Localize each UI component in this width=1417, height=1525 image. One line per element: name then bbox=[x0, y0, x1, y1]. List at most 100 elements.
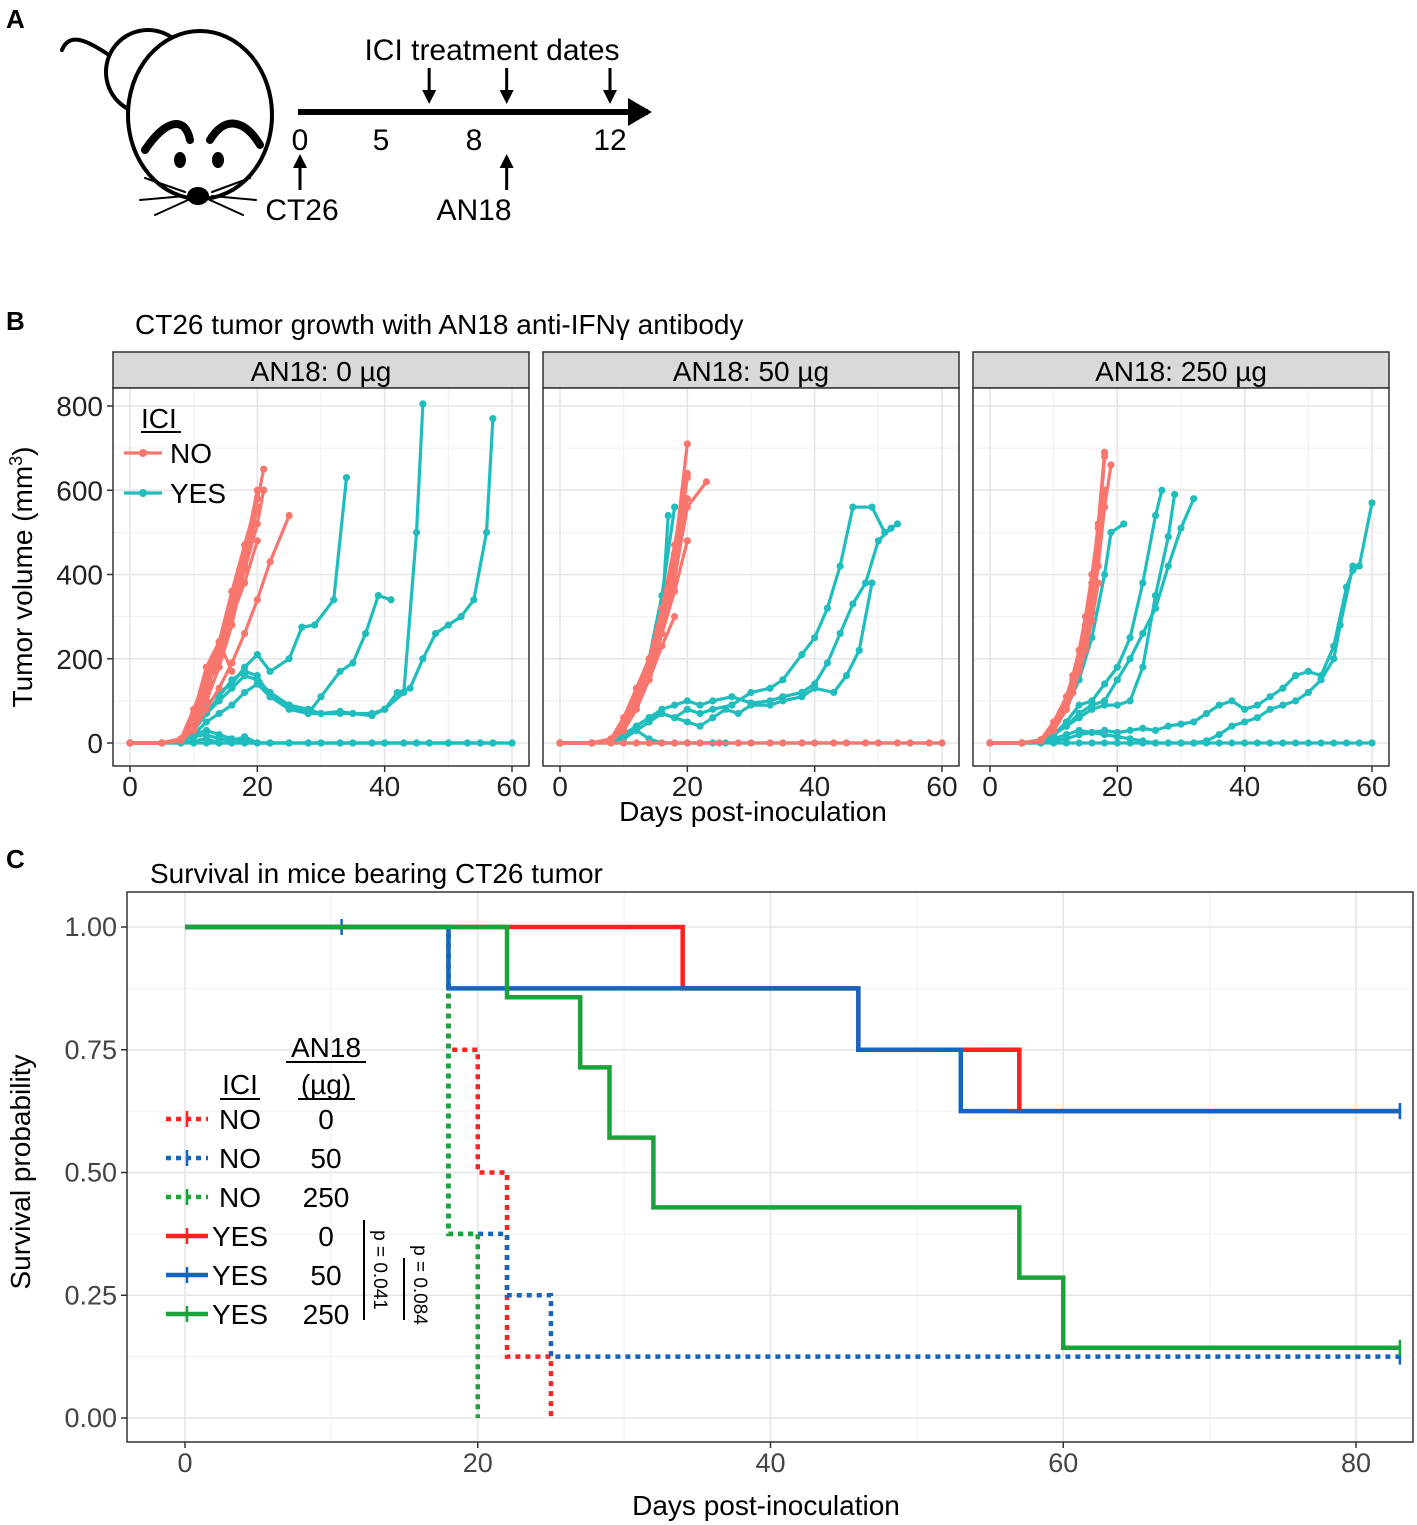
timeline-tick-0: 0 bbox=[292, 124, 309, 157]
growth-point bbox=[266, 558, 274, 566]
growth-point bbox=[709, 714, 717, 722]
legend-an18-value: 250 bbox=[303, 1299, 350, 1330]
growth-point bbox=[1107, 528, 1115, 536]
growth-point bbox=[906, 739, 914, 747]
growth-point bbox=[1088, 701, 1096, 709]
growth-point bbox=[556, 739, 564, 747]
treatment-arrowhead-1 bbox=[499, 90, 514, 104]
growth-point bbox=[874, 739, 882, 747]
survival-curve-yes-250 bbox=[185, 924, 1400, 1351]
facet-strip-label: AN18: 0 µg bbox=[251, 356, 392, 387]
growth-point bbox=[304, 739, 312, 747]
growth-point bbox=[1241, 718, 1249, 726]
growth-line-yes bbox=[990, 565, 1355, 745]
growth-point bbox=[400, 739, 408, 747]
growth-point bbox=[228, 587, 236, 595]
growth-point bbox=[868, 503, 876, 511]
treatment-arrowhead-2 bbox=[603, 90, 617, 104]
growth-point bbox=[842, 672, 851, 680]
growth-point bbox=[683, 705, 691, 713]
growth-point bbox=[671, 739, 679, 747]
growth-point bbox=[412, 739, 421, 747]
growth-point bbox=[241, 688, 249, 697]
growth-point bbox=[202, 726, 210, 734]
y-tick-label: 0.75 bbox=[64, 1035, 117, 1065]
growth-point bbox=[432, 629, 440, 638]
survival-curve-yes-50 bbox=[185, 924, 1400, 1114]
growth-point bbox=[241, 541, 249, 549]
growth-point bbox=[285, 511, 293, 520]
growth-point bbox=[253, 520, 261, 528]
growth-point bbox=[645, 739, 653, 747]
growth-point bbox=[266, 667, 274, 675]
growth-point bbox=[349, 659, 357, 667]
growth-point bbox=[715, 739, 723, 747]
growth-point bbox=[830, 688, 838, 697]
growth-point bbox=[1215, 730, 1223, 739]
growth-point bbox=[444, 621, 452, 629]
pvalue-1: p = 0.041 bbox=[369, 1230, 390, 1310]
growth-point bbox=[482, 528, 491, 536]
growth-point bbox=[721, 705, 730, 713]
x-tick-label: 20 bbox=[672, 771, 703, 802]
growth-point bbox=[463, 739, 472, 747]
growth-point bbox=[747, 688, 755, 697]
growth-point bbox=[1062, 693, 1070, 701]
x-tick-label: 0 bbox=[122, 771, 138, 802]
growth-point bbox=[798, 693, 806, 701]
growth-point bbox=[1126, 726, 1134, 734]
growth-point bbox=[779, 676, 787, 684]
growth-point bbox=[190, 726, 198, 734]
growth-point bbox=[1279, 684, 1287, 692]
growth-point bbox=[1101, 730, 1109, 739]
growth-point bbox=[658, 739, 666, 747]
growth-point bbox=[202, 697, 210, 705]
growth-point bbox=[285, 739, 293, 747]
growth-point bbox=[671, 562, 679, 570]
growth-point bbox=[811, 684, 819, 692]
growth-point bbox=[1088, 604, 1096, 612]
legend-an18-value: 50 bbox=[310, 1143, 341, 1174]
growth-point bbox=[696, 709, 704, 718]
timeline-ct26-label: CT26 bbox=[265, 194, 338, 227]
growth-point bbox=[202, 705, 210, 713]
growth-point bbox=[1279, 739, 1287, 747]
growth-point bbox=[253, 495, 261, 503]
growth-point bbox=[260, 465, 268, 473]
growth-point bbox=[1158, 486, 1166, 494]
growth-point bbox=[317, 693, 325, 701]
growth-point bbox=[1139, 629, 1147, 638]
growth-point bbox=[361, 629, 370, 638]
growth-point bbox=[1101, 570, 1109, 579]
growth-point bbox=[1050, 737, 1058, 745]
growth-point bbox=[425, 739, 433, 747]
growth-point bbox=[874, 537, 882, 545]
growth-point bbox=[1164, 722, 1172, 730]
growth-point bbox=[228, 701, 236, 709]
x-axis-title: Days post-inoculation bbox=[632, 1490, 900, 1521]
growth-point bbox=[202, 718, 210, 726]
growth-point bbox=[658, 642, 666, 650]
growth-point bbox=[1101, 697, 1109, 705]
growth-point bbox=[1075, 663, 1083, 671]
growth-point bbox=[747, 701, 755, 709]
panel-label-b: B bbox=[6, 306, 25, 336]
growth-point bbox=[811, 739, 819, 747]
growth-point bbox=[683, 495, 691, 503]
y-axis-title: Survival probability bbox=[5, 1055, 36, 1290]
growth-point bbox=[1018, 739, 1026, 747]
growth-point bbox=[336, 667, 344, 675]
facet-strip bbox=[112, 351, 530, 389]
growth-point bbox=[842, 739, 851, 747]
growth-point bbox=[632, 684, 641, 692]
x-tick-label: 60 bbox=[1048, 1448, 1078, 1478]
y-tick-label: 200 bbox=[56, 644, 103, 675]
growth-point bbox=[228, 676, 236, 684]
treatment-arrowhead-0 bbox=[422, 90, 437, 104]
growth-point bbox=[202, 680, 210, 688]
growth-point bbox=[893, 739, 902, 747]
legend-an18-value: 0 bbox=[318, 1221, 334, 1252]
growth-point bbox=[489, 739, 497, 747]
growth-point bbox=[849, 503, 857, 511]
